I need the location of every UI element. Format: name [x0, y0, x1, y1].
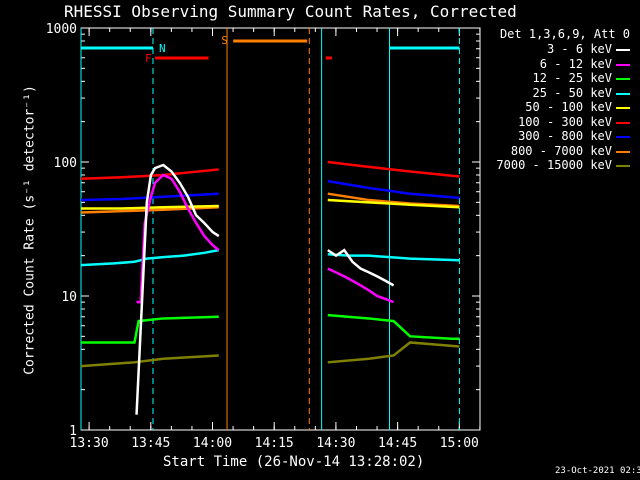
legend-label: 50 - 100 keV — [525, 100, 612, 114]
series-line — [81, 315, 219, 344]
legend-item: 300 - 800 keV — [488, 129, 630, 143]
series-line — [327, 313, 460, 340]
legend-label: 7000 - 15000 keV — [496, 158, 612, 172]
series-line — [80, 248, 220, 267]
legend-label: 3 - 6 keV — [546, 42, 612, 56]
series-line — [327, 248, 395, 287]
series-line — [80, 192, 219, 202]
series-line — [80, 168, 219, 180]
legend-item: 100 - 300 keV — [488, 115, 630, 129]
x-tick-label: 14:00 — [193, 436, 232, 451]
series-line — [327, 252, 460, 262]
legend-swatch — [616, 49, 630, 51]
legend-label: 100 - 300 keV — [518, 114, 612, 129]
legend-swatch — [616, 165, 630, 167]
legend-item: 800 - 7000 keV — [488, 144, 630, 158]
x-axis-label: Start Time (26-Nov-14 13:28:02) — [163, 454, 425, 470]
legend-title: Det 1,3,6,9, Att 0 — [499, 27, 630, 41]
x-tick-label: 14:45 — [378, 436, 417, 451]
legend-swatch — [616, 150, 630, 153]
series-line — [327, 267, 395, 304]
x-tick-label: 15:00 — [440, 436, 479, 451]
legend-label: 300 - 800 keV — [518, 129, 612, 143]
legend-item: 25 - 50 keV — [488, 86, 630, 100]
flag-label: N — [159, 42, 166, 55]
y-tick-label: 10 — [61, 290, 77, 305]
legend-item: 7000 - 15000 keV — [488, 158, 630, 172]
x-tick-label: 14:15 — [255, 436, 294, 451]
legend-label: 800 - 7000 keV — [510, 143, 612, 158]
series-line — [80, 205, 219, 214]
series-line — [80, 354, 219, 368]
series-line — [327, 179, 460, 200]
x-tick-label: 13:45 — [131, 436, 170, 451]
legend-swatch — [616, 107, 630, 109]
flag-label: S — [221, 34, 228, 47]
legend-swatch — [616, 92, 630, 95]
series-line — [327, 160, 460, 178]
series-line — [327, 341, 460, 364]
legend-item: 6 - 12 keV — [488, 57, 630, 71]
y-tick-label: 1 — [69, 424, 77, 439]
legend-label: 25 - 50 keV — [532, 85, 612, 100]
legend-label: 12 - 25 keV — [532, 71, 612, 85]
legend-swatch — [616, 63, 630, 66]
footer-timestamp: 23-Oct-2021 02:38 — [555, 466, 640, 476]
legend-swatch — [616, 78, 630, 80]
chart-title: RHESSI Observing Summary Count Rates, Co… — [64, 2, 517, 21]
series-line — [327, 198, 460, 209]
legend-label: 6 - 12 keV — [539, 56, 612, 71]
y-tick-label: 100 — [54, 156, 77, 171]
legend-swatch — [616, 136, 630, 138]
legend-swatch — [616, 121, 630, 124]
plot-frame — [80, 27, 481, 431]
series-line — [135, 163, 220, 415]
legend-item: 50 - 100 keV — [488, 100, 630, 114]
legend-item: 12 - 25 keV — [488, 71, 630, 85]
y-tick-label: 1000 — [46, 22, 77, 37]
x-tick-label: 13:30 — [70, 436, 109, 451]
x-tick-label: 14:30 — [316, 436, 355, 451]
legend-item: 3 - 6 keV — [488, 42, 630, 56]
flag-label: F — [145, 52, 152, 65]
